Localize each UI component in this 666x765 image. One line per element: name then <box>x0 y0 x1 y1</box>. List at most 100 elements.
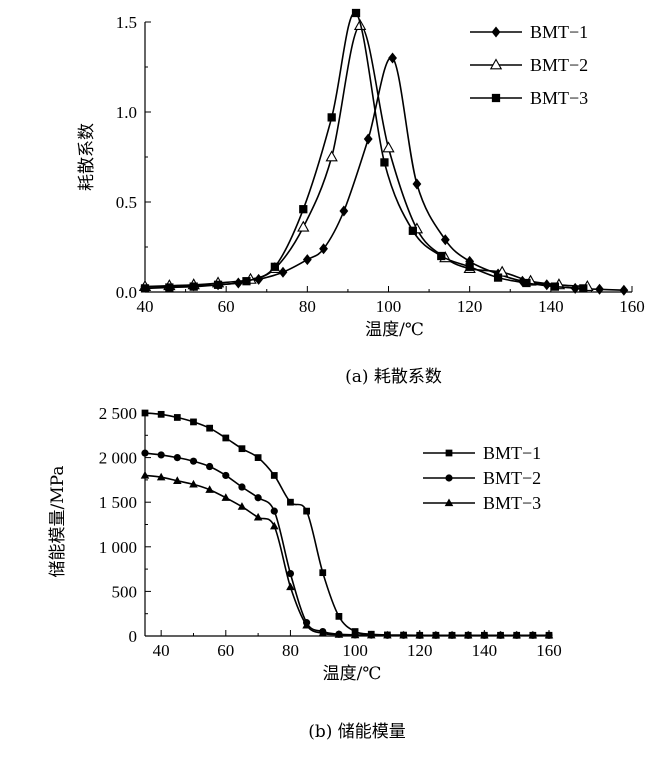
triangle-marker <box>140 470 150 479</box>
triangle-marker <box>350 630 360 639</box>
triangle-marker <box>431 630 441 639</box>
y-tick-label: 2 000 <box>99 449 137 468</box>
chart-caption: (b) 储能模量 <box>308 722 406 742</box>
triangle-marker <box>221 493 231 501</box>
triangle-marker <box>334 630 344 638</box>
x-axis-title: 温度/℃ <box>365 320 424 340</box>
diamond-marker <box>491 26 501 38</box>
square-marker <box>319 569 327 577</box>
triangle-marker <box>415 630 424 639</box>
square-marker <box>299 205 308 214</box>
triangle-marker <box>205 485 214 493</box>
chart-caption: (a) 耗散系数 <box>345 367 442 387</box>
legend-label: BMT−3 <box>483 493 541 513</box>
square-marker <box>254 454 262 461</box>
y-tick-label: 1.5 <box>116 13 137 32</box>
triangle-marker <box>173 476 182 484</box>
triangle-marker <box>528 630 538 639</box>
square-marker <box>493 273 503 282</box>
triangle-marker <box>156 472 166 481</box>
square-marker <box>238 445 246 453</box>
diamond-marker <box>619 284 629 296</box>
triangle-marker <box>302 620 311 629</box>
square-marker <box>190 418 197 426</box>
square-marker <box>303 507 310 515</box>
y-tick-label: 1 000 <box>99 538 137 557</box>
legend-entry: BMT−2 <box>423 468 541 488</box>
x-tick-label: 100 <box>342 641 368 660</box>
triangle-marker <box>444 498 454 507</box>
diamond-marker <box>363 133 373 145</box>
square-marker <box>437 251 446 261</box>
square-marker <box>351 8 361 18</box>
triangle-marker <box>399 630 408 639</box>
triangle-marker <box>383 630 392 639</box>
triangle-marker <box>496 630 505 639</box>
open-triangle-marker <box>325 150 338 162</box>
y-tick-label: 500 <box>112 582 138 601</box>
legend-entry: BMT−1 <box>470 22 588 42</box>
legend-entry: BMT−1 <box>423 443 541 463</box>
circle-marker <box>286 569 295 578</box>
open-triangle-marker <box>297 220 310 232</box>
square-marker <box>408 226 417 235</box>
square-marker <box>140 284 150 293</box>
y-tick-label: 0.0 <box>116 283 137 302</box>
x-tick-label: 40 <box>153 641 170 660</box>
square-marker <box>189 282 198 291</box>
diamond-marker <box>542 279 552 291</box>
x-tick-label: 140 <box>472 641 498 660</box>
square-marker <box>550 282 560 291</box>
circle-marker <box>206 462 214 471</box>
y-tick-label: 1.0 <box>116 103 137 122</box>
triangle-marker <box>463 630 473 639</box>
square-marker <box>141 409 149 417</box>
series-3 <box>140 470 554 639</box>
square-marker <box>445 449 453 457</box>
x-tick-label: 80 <box>282 641 299 660</box>
square-marker <box>287 498 294 506</box>
legend-label: BMT−3 <box>530 88 588 108</box>
x-tick-label: 120 <box>457 297 483 316</box>
triangle-marker <box>189 479 198 488</box>
y-tick-label: 1 500 <box>99 493 137 512</box>
open-triangle-marker <box>382 141 395 153</box>
square-marker <box>465 262 474 271</box>
triangle-marker <box>447 630 457 639</box>
square-marker <box>270 472 278 479</box>
storage-modulus-chart: 40 60 80 100 120 140 160 0 500 1 000 1 500 2 000 2 5… <box>48 404 562 742</box>
legend-label: BMT−2 <box>530 55 588 75</box>
circle-marker <box>254 494 262 502</box>
triangle-marker <box>253 512 263 521</box>
square-marker <box>335 613 343 620</box>
series-2 <box>138 18 594 292</box>
triangle-marker <box>270 521 279 530</box>
circle-marker <box>189 457 198 465</box>
legend-label: BMT−1 <box>483 443 541 463</box>
x-tick-label: 60 <box>218 297 235 316</box>
diamond-marker <box>278 266 288 278</box>
diamond-marker <box>339 205 349 217</box>
circle-marker <box>445 474 453 482</box>
diamond-marker <box>440 234 450 246</box>
circle-marker <box>157 451 165 459</box>
square-marker <box>206 424 214 432</box>
legend-label: BMT−1 <box>530 22 588 42</box>
y-axis-title: 储能模量/MPa <box>48 466 68 578</box>
x-tick-label: 160 <box>536 641 562 660</box>
square-marker <box>222 434 230 442</box>
square-marker <box>380 158 389 167</box>
diamond-marker <box>302 254 312 266</box>
y-axis-title: 耗散系数 <box>77 123 97 191</box>
square-marker <box>165 283 174 292</box>
square-marker <box>522 278 531 288</box>
legend-entry: BMT−2 <box>470 55 588 75</box>
circle-marker <box>141 449 149 457</box>
triangle-marker <box>544 630 554 639</box>
diamond-marker <box>319 243 328 255</box>
x-tick-label: 80 <box>299 297 316 316</box>
circle-marker <box>222 471 230 480</box>
diamond-marker <box>388 52 397 64</box>
